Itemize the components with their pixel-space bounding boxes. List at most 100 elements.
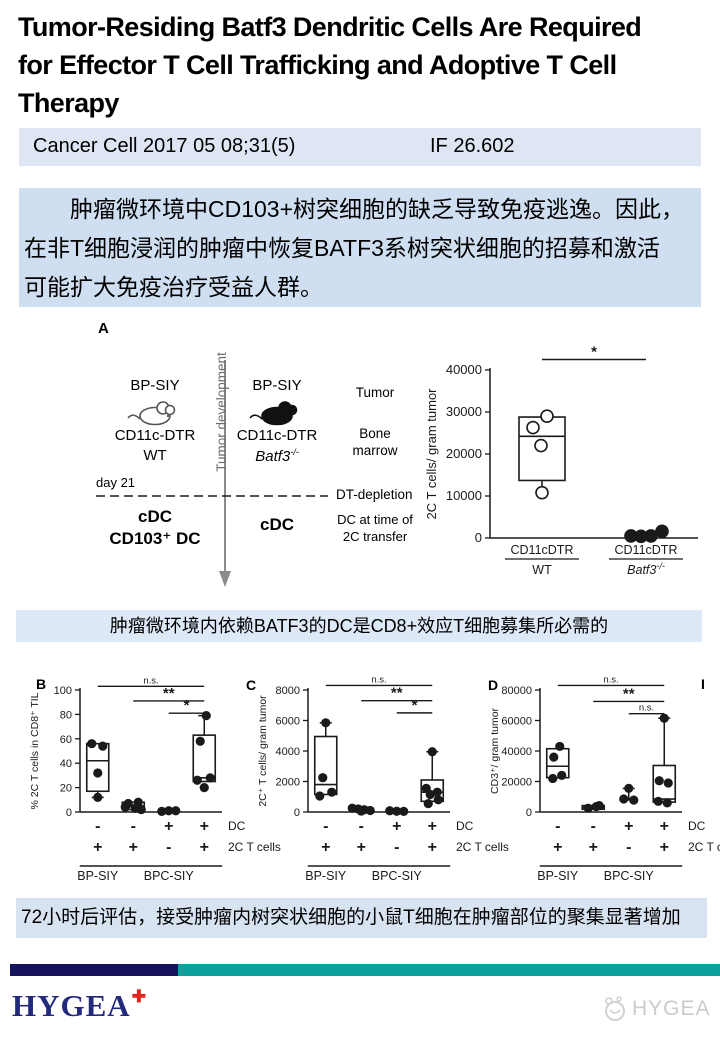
svg-text:0: 0 <box>294 807 300 819</box>
svg-text:+: + <box>660 818 669 835</box>
boxplot-svg-B: 0 20 40 60 80 100 % 2C T cells in CD8⁺ TIL n.s.… <box>29 675 281 883</box>
journal-citation: Cancer Cell 2017 05 08;31(5) <box>33 135 296 157</box>
impact-factor: IF 26.602 <box>430 135 515 157</box>
batf3-mouse-strain-label: BP-SIY <box>252 377 302 394</box>
red-cross-icon: ✚ <box>131 986 147 1006</box>
svg-text:WT: WT <box>532 563 552 577</box>
mid-figure-caption: 肿瘤微环境内依赖BATF3的DC是CD8+效应T细胞募集所必需的 <box>16 610 702 642</box>
panel-d-letter: D <box>488 677 499 693</box>
svg-text:BP-SIY: BP-SIY <box>537 869 579 883</box>
tumor-row-label: Tumor <box>355 385 395 400</box>
svg-text:80: 80 <box>60 709 72 721</box>
svg-text:n.s.: n.s. <box>603 674 618 685</box>
footer-navy-bar <box>10 964 178 976</box>
svg-text:+: + <box>321 839 330 856</box>
svg-text:*: * <box>184 697 190 714</box>
svg-text:DC: DC <box>456 819 474 833</box>
svg-text:0: 0 <box>66 807 72 819</box>
svg-text:BP-SIY: BP-SIY <box>77 869 119 883</box>
panel-b-letter: B <box>36 676 47 692</box>
dc-at-transfer-label: DC at time of 2C transfer <box>337 512 413 544</box>
wt-mouse-strain-label: BP-SIY <box>130 377 180 394</box>
tumor-development-arrow <box>219 360 231 587</box>
svg-text:2C T cells: 2C T cells <box>228 840 281 854</box>
tumor-development-label: Tumor development <box>214 352 229 472</box>
svg-text:20000: 20000 <box>446 446 482 461</box>
svg-text:-: - <box>626 839 631 856</box>
svg-text:0: 0 <box>526 807 532 819</box>
hygea-logo: HYGEA✚ <box>12 986 147 1023</box>
svg-text:CD3⁺/ gram tumor: CD3⁺/ gram tumor <box>489 707 501 794</box>
svg-text:2C T cells: 2C T cells <box>456 840 509 854</box>
svg-text:-: - <box>591 818 596 835</box>
svg-text:2C T cel: 2C T cel <box>688 840 720 854</box>
svg-text:+: + <box>589 839 598 856</box>
svg-text:n.s.: n.s. <box>143 675 158 686</box>
svg-text:40: 40 <box>60 758 72 770</box>
wt-cdc-result-label: cDC <box>137 507 172 526</box>
svg-text:+: + <box>200 839 209 856</box>
footer-teal-bar <box>178 964 720 976</box>
svg-text:-: - <box>323 818 328 835</box>
page-title: Tumor-Residing Batf3 Dendritic Cells Are… <box>18 8 712 122</box>
panel-c-letter: C <box>246 677 257 693</box>
watermark-text: HYGEA <box>632 997 711 1020</box>
boxplot-svg-A: 0 10000 20000 30000 40000 2C T cells/ gram tu… <box>424 344 698 577</box>
svg-text:20: 20 <box>60 783 72 795</box>
dt-depletion-label: DT-depletion <box>336 487 413 502</box>
svg-text:+: + <box>624 818 633 835</box>
panel-c-boxplot: 0 2000 4000 6000 8000 2C⁺ T cells/ gram tumor… <box>254 674 509 884</box>
svg-text:% 2C T cells in CD8⁺ TIL: % 2C T cells in CD8⁺ TIL <box>29 692 41 809</box>
abstract-line-3: 可能扩大免疫治疗受益人群。 <box>24 274 323 300</box>
title-line-3: Therapy <box>18 88 119 118</box>
svg-text:BPC-SIY: BPC-SIY <box>372 869 423 883</box>
svg-text:40000: 40000 <box>501 746 532 758</box>
svg-text:+: + <box>164 818 173 835</box>
abstract-summary-box: 肿瘤微环境中CD103+树突细胞的缺乏导致免疫逃逸。因此， 在非T细胞浸润的肿瘤… <box>19 188 701 307</box>
svg-text:DC: DC <box>228 819 246 833</box>
svg-text:30000: 30000 <box>446 404 482 419</box>
svg-text:2C⁺ T cells/ gram tumor: 2C⁺ T cells/ gram tumor <box>257 695 269 807</box>
svg-text:0: 0 <box>475 530 482 545</box>
svg-text:BPC-SIY: BPC-SIY <box>604 869 655 883</box>
title-line-1: Tumor-Residing Batf3 Dendritic Cells Are… <box>18 12 642 42</box>
svg-text:BPC-SIY: BPC-SIY <box>144 869 195 883</box>
hygea-watermark: HYGEA <box>600 994 720 1024</box>
svg-text:-: - <box>131 818 136 835</box>
abstract-line-1: 肿瘤微环境中CD103+树突细胞的缺乏导致免疫逃逸。因此， <box>70 196 685 222</box>
svg-text:**: ** <box>391 685 403 702</box>
cropped-panel-letter: I <box>701 676 705 692</box>
svg-text:-: - <box>394 839 399 856</box>
svg-text:4000: 4000 <box>276 746 300 758</box>
title-line-2: for Effector T Cell Trafficking and Adop… <box>18 50 617 80</box>
svg-text:-: - <box>95 818 100 835</box>
figure-panel-a-schematic: A Tumor development BP-SIY CD11c-DTR WT … <box>20 315 700 605</box>
wt-mouse-cd11c-label: CD11c-DTR <box>114 427 196 444</box>
panel-b-boxplot: 0 20 40 60 80 100 % 2C T cells in CD8⁺ TIL n.s.… <box>26 675 281 884</box>
svg-text:+: + <box>129 839 138 856</box>
svg-text:+: + <box>93 839 102 856</box>
svg-text:-: - <box>555 818 560 835</box>
svg-text:60: 60 <box>60 734 72 746</box>
svg-text:+: + <box>392 818 401 835</box>
svg-text:+: + <box>428 818 437 835</box>
wt-cd103-dc-result-label: CD103⁺ DC <box>109 529 201 548</box>
boxplot-svg-C: 0 2000 4000 6000 8000 2C⁺ T cells/ gram tumor… <box>257 674 509 883</box>
svg-text:+: + <box>660 839 669 856</box>
schematic-drawing <box>96 360 328 587</box>
svg-text:2000: 2000 <box>276 777 300 789</box>
panel-a-boxplot: 0 10000 20000 30000 40000 2C T cells/ gram tu… <box>420 330 710 590</box>
svg-text:*: * <box>412 697 418 714</box>
svg-text:CD11cDTR: CD11cDTR <box>615 543 678 557</box>
svg-text:-: - <box>166 839 171 856</box>
svg-text:**: ** <box>623 685 635 702</box>
svg-text:+: + <box>553 839 562 856</box>
svg-text:20000: 20000 <box>501 777 532 789</box>
abstract-line-2: 在非T细胞浸润的肿瘤中恢复BATF3系树突状细胞的招募和激活 <box>24 235 660 261</box>
svg-text:6000: 6000 <box>276 716 300 728</box>
wt-mouse-genotype-label: WT <box>143 447 167 464</box>
svg-text:100: 100 <box>54 685 72 697</box>
svg-text:80000: 80000 <box>501 685 532 697</box>
watermark-logo-icon <box>605 996 625 1021</box>
